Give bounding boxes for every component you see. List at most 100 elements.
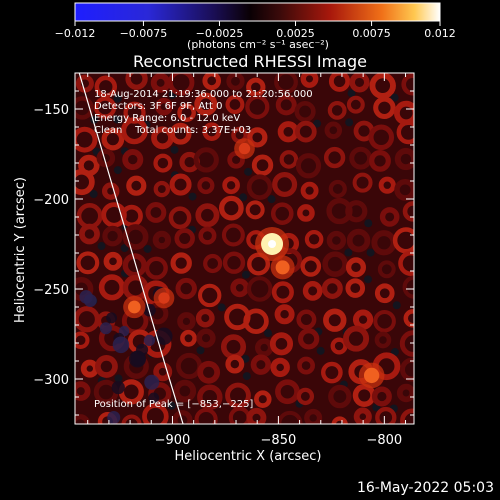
texture-ring	[246, 77, 266, 97]
texture-ring	[245, 94, 270, 120]
texture-ring	[94, 75, 118, 99]
texture-ring	[197, 384, 223, 410]
texture-ring	[352, 309, 374, 330]
texture-ring	[369, 73, 396, 99]
colorbar-tick-label: 0.012	[424, 27, 456, 40]
source-5	[158, 292, 170, 304]
colorbar-tick-label: 0.0025	[276, 27, 315, 40]
texture-dark-spot	[421, 219, 429, 227]
image-sources	[123, 138, 385, 389]
texture-ring	[246, 174, 273, 200]
texture-ring	[144, 256, 168, 280]
texture-dark-spot	[366, 248, 375, 257]
texture-dark-spot	[421, 352, 429, 360]
texture-ring	[197, 283, 222, 308]
texture-ring	[142, 403, 169, 424]
texture-dark-spot	[196, 346, 205, 355]
texture-dark-spot	[170, 145, 179, 154]
texture-ring	[402, 201, 414, 222]
texture-ring	[396, 383, 414, 403]
annotation-peak: Position of Peak = [−853,−225]	[94, 399, 253, 410]
texture-ring	[379, 207, 400, 227]
texture-dark-spot	[148, 392, 160, 404]
texture-ring	[94, 96, 117, 119]
texture-ring	[251, 154, 274, 176]
texture-ring	[274, 73, 298, 94]
texture-ring	[378, 176, 396, 194]
colorbar-tick-label: −0.012	[55, 27, 96, 40]
texture-ring	[101, 127, 125, 151]
texture-ring	[253, 390, 272, 408]
texture-ring	[394, 147, 414, 171]
texture-ring	[75, 168, 95, 196]
texture-ring	[103, 251, 123, 271]
colorbar-tick-label: −0.0075	[120, 27, 168, 40]
texture-ring	[396, 120, 414, 145]
texture-dark-spot	[113, 115, 122, 124]
texture-ring	[120, 117, 148, 145]
texture-ring	[279, 150, 299, 169]
texture-ring	[300, 73, 319, 88]
texture-ring	[302, 281, 323, 301]
texture-dark-spot	[155, 327, 173, 345]
texture-ring	[321, 361, 343, 384]
texture-ring	[155, 97, 173, 116]
texture-ring	[75, 126, 98, 153]
texture-ring	[75, 331, 90, 349]
texture-ring	[122, 253, 147, 278]
texture-ring	[198, 226, 217, 245]
texture-ring	[221, 223, 245, 247]
colorbar-units: (photons cm⁻² s⁻¹ asec⁻²)	[187, 38, 329, 51]
texture-ring	[346, 95, 365, 114]
texture-ring	[277, 410, 303, 424]
texture-ring	[296, 387, 315, 406]
texture-ring	[352, 172, 373, 193]
texture-ring	[322, 251, 348, 277]
texture-ring	[75, 96, 94, 120]
texture-dark-spot	[188, 192, 197, 201]
texture-dark-spot	[97, 242, 106, 251]
y-tick-label: −150	[33, 103, 69, 118]
texture-dark-spot	[267, 195, 276, 204]
texture-dark-spot	[345, 118, 354, 127]
texture-ring	[269, 332, 294, 356]
texture-dark-spot	[313, 119, 322, 128]
texture-ring	[152, 230, 172, 250]
texture-ring	[271, 281, 294, 304]
texture-dark-spot	[241, 270, 250, 279]
texture-ring	[150, 73, 171, 93]
texture-dark-spot	[143, 244, 152, 253]
colorbar-ticks	[74, 21, 441, 26]
plot-frame	[74, 72, 415, 425]
texture-ring	[324, 121, 343, 140]
texture-ring	[375, 406, 397, 424]
texture-ring	[202, 122, 222, 142]
texture-dark-spot	[143, 334, 156, 347]
texture-ring	[197, 360, 221, 384]
texture-ring	[126, 175, 147, 196]
texture-ring	[145, 202, 167, 223]
texture-ring	[343, 325, 370, 352]
texture-dark-spot	[239, 193, 248, 202]
texture-ring	[295, 120, 317, 143]
texture-ring	[247, 127, 268, 148]
texture-dark-spot	[264, 329, 273, 338]
texture-ring	[75, 381, 91, 401]
texture-ring	[275, 379, 300, 405]
source-3	[127, 300, 141, 314]
texture-ring	[331, 416, 348, 424]
texture-ring	[102, 225, 123, 247]
texture-ring	[245, 200, 265, 220]
texture-ring	[153, 362, 173, 382]
texture-ring	[345, 278, 366, 298]
texture-ring	[377, 260, 396, 279]
texture-dark-spot	[363, 275, 372, 284]
source-peak-core	[268, 240, 277, 248]
texture-ring	[297, 204, 315, 222]
annotation-counts: Clean Total counts: 3.37E+03	[94, 125, 251, 136]
y-axis-label: Heliocentric Y (arcsec)	[13, 177, 28, 323]
texture-ring	[328, 179, 347, 199]
texture-ring	[368, 124, 395, 151]
source-2	[363, 367, 380, 384]
texture-ring	[225, 95, 245, 114]
